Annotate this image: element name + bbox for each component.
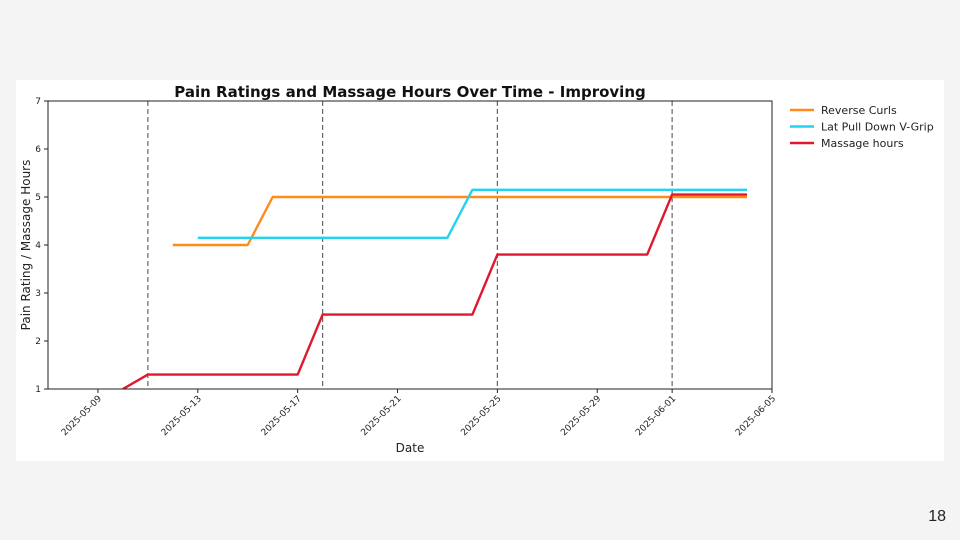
x-tick-label-0: 2025-05-09 <box>60 394 104 438</box>
series-line-2 <box>122 193 747 389</box>
legend-label-0: Reverse Curls <box>821 104 897 117</box>
x-tick-label-6: 2025-06-01 <box>634 394 678 438</box>
series-line-0 <box>172 195 747 247</box>
legend-label-2: Massage hours <box>821 137 904 150</box>
page-number: 18 <box>928 508 946 525</box>
legend-label-1: Lat Pull Down V-Grip <box>821 121 934 134</box>
x-axis-label: Date <box>396 441 425 455</box>
y-tick-label-0: 1 <box>35 385 41 395</box>
chart-title: Pain Ratings and Massage Hours Over Time… <box>174 83 645 101</box>
y-tick-label-6: 7 <box>35 97 41 107</box>
y-tick-label-4: 5 <box>35 193 41 203</box>
chart-figure: 1 2 3 4 5 6 7 2025-05-09 2025-05-13 2025-05-17 202… <box>16 80 944 461</box>
legend: Reverse Curls Lat Pull Down V-Grip Massage… <box>790 104 934 150</box>
x-tick-label-2: 2025-05-17 <box>260 394 304 438</box>
series-group <box>122 188 747 389</box>
x-tick-label-7: 2025-06-05 <box>734 394 778 438</box>
y-tick-label-1: 2 <box>35 337 41 347</box>
line-chart: 1 2 3 4 5 6 7 2025-05-09 2025-05-13 2025-05-17 202… <box>19 83 934 455</box>
plot-frame <box>47 100 773 390</box>
y-tick-label-2: 3 <box>35 289 41 299</box>
x-tick-label-1: 2025-05-13 <box>160 394 204 438</box>
x-tick-label-4: 2025-05-25 <box>459 394 503 438</box>
x-tick-label-5: 2025-05-29 <box>559 394 603 438</box>
series-line-1 <box>197 188 747 239</box>
y-tick-label-3: 4 <box>35 241 41 251</box>
x-tick-label-3: 2025-05-21 <box>360 394 404 438</box>
y-tick-label-5: 6 <box>35 145 41 155</box>
y-axis-label: Pain Rating / Massage Hours <box>19 160 33 331</box>
